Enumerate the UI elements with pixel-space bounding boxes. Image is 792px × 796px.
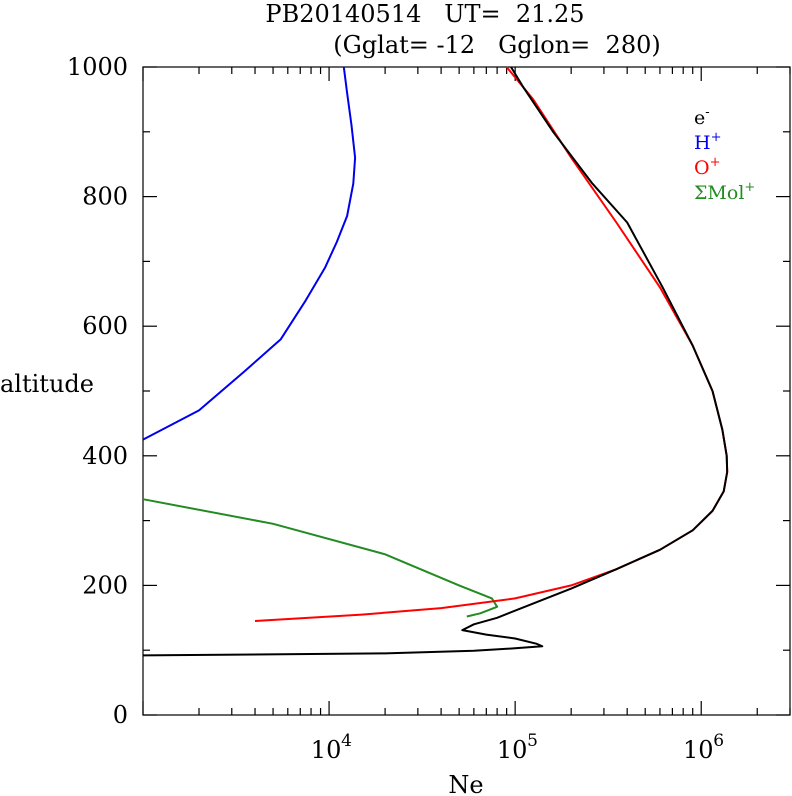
- y-tick-label: 600: [82, 312, 128, 340]
- legend-entry-superscript: +: [711, 130, 722, 145]
- x-tick-label-exponent: 4: [341, 731, 352, 751]
- legend-entry-name: O: [694, 157, 710, 179]
- legend-entry-superscript: -: [705, 105, 709, 120]
- series-line-0: [142, 66, 729, 657]
- legend-entry-name: e: [694, 107, 705, 129]
- x-tick-label-exponent: 5: [527, 731, 538, 751]
- legend: e-H+O+ΣMol+: [694, 105, 755, 204]
- x-tick-label-base: 10: [497, 736, 528, 764]
- series-line-3: [142, 498, 499, 618]
- x-tick-label: 10 6: [683, 731, 724, 764]
- legend-entry: H+: [694, 130, 721, 154]
- chart-subtitle: (Gglat= -12 Gglon= 280): [333, 31, 660, 59]
- series-line-1: [142, 66, 357, 441]
- x-tick-label: 10 4: [311, 731, 352, 764]
- axis-ticks: [142, 66, 791, 716]
- chart-title: PB20140514 UT= 21.25: [265, 0, 584, 28]
- y-tick-label: 1000: [67, 53, 128, 81]
- x-axis-label: Ne: [448, 771, 483, 796]
- legend-entry: O+: [694, 155, 720, 179]
- plot-frame: [142, 66, 791, 716]
- y-tick-labels: 0 200 400 600 800 1000: [67, 53, 128, 729]
- legend-entry: ΣMol+: [694, 180, 755, 204]
- y-tick-label: 800: [82, 183, 128, 211]
- legend-entry: e-: [694, 105, 710, 129]
- y-axis-label: altitude: [0, 370, 94, 398]
- x-tick-label-base: 10: [311, 736, 342, 764]
- x-tick-label-base: 10: [683, 736, 714, 764]
- legend-entry-superscript: +: [710, 155, 721, 170]
- x-tick-label: 10 5: [497, 731, 538, 764]
- y-tick-label: 0: [113, 701, 128, 729]
- y-tick-label: 400: [82, 442, 128, 470]
- x-tick-label-exponent: 6: [713, 731, 724, 751]
- legend-entry-name: H: [694, 132, 711, 154]
- y-tick-label: 200: [82, 571, 128, 599]
- legend-entry-name: ΣMol: [694, 182, 744, 204]
- series-layer: [142, 66, 729, 657]
- x-tick-labels: 10 4 10 5 10 6: [311, 731, 724, 764]
- legend-entry-superscript: +: [744, 180, 755, 195]
